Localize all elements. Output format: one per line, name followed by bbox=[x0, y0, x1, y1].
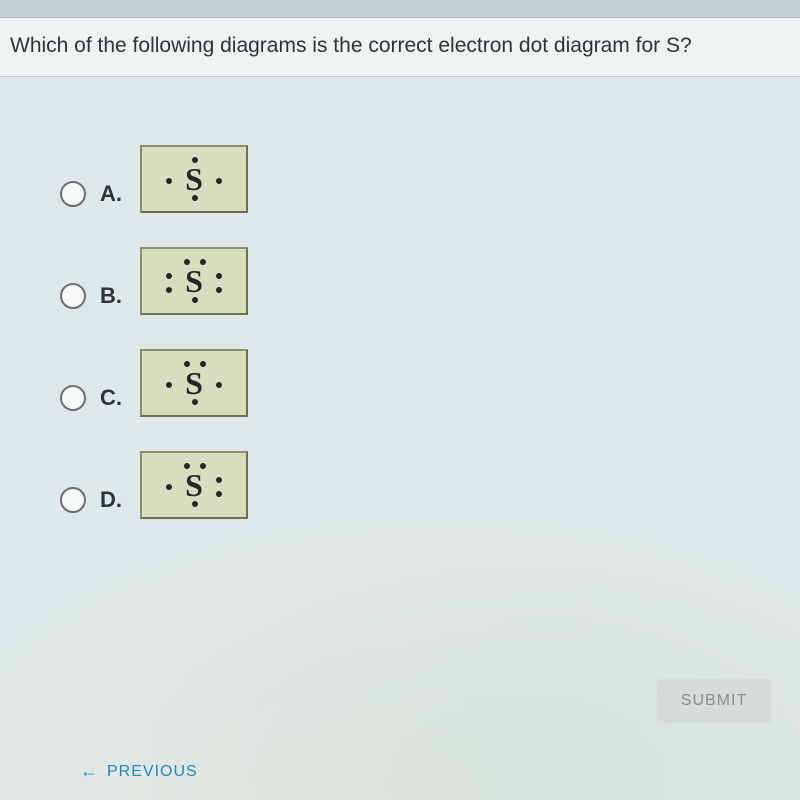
diagram-a: S bbox=[140, 145, 248, 213]
electron-dot bbox=[192, 501, 198, 507]
radio-a[interactable] bbox=[60, 181, 86, 207]
element-symbol: S bbox=[185, 367, 203, 399]
electron-dot bbox=[200, 361, 206, 367]
element-symbol: S bbox=[185, 265, 203, 297]
question-text: Which of the following diagrams is the c… bbox=[0, 18, 800, 77]
diagram-c: S bbox=[140, 349, 248, 417]
electron-dot bbox=[200, 463, 206, 469]
previous-label: PREVIOUS bbox=[107, 763, 198, 781]
electron-dot bbox=[192, 399, 198, 405]
option-d: D. S bbox=[60, 423, 800, 519]
electron-dot bbox=[216, 491, 222, 497]
diagram-d: S bbox=[140, 451, 248, 519]
electron-dot bbox=[184, 259, 190, 265]
electron-dot bbox=[166, 484, 172, 490]
option-label: B. bbox=[100, 283, 126, 309]
window-topbar bbox=[0, 0, 800, 18]
electron-dot bbox=[216, 273, 222, 279]
radio-c[interactable] bbox=[60, 385, 86, 411]
radio-d[interactable] bbox=[60, 487, 86, 513]
electron-dot bbox=[216, 178, 222, 184]
arrow-left-icon: ← bbox=[80, 761, 99, 782]
electron-dot bbox=[200, 259, 206, 265]
radio-b[interactable] bbox=[60, 283, 86, 309]
electron-dot bbox=[184, 361, 190, 367]
answer-list: A. S B. S C. S bbox=[0, 77, 800, 519]
electron-dot bbox=[166, 273, 172, 279]
electron-dot bbox=[166, 178, 172, 184]
electron-dot bbox=[192, 195, 198, 201]
previous-link[interactable]: ← PREVIOUS bbox=[80, 761, 198, 782]
element-symbol: S bbox=[185, 469, 203, 501]
electron-dot bbox=[216, 382, 222, 388]
electron-dot bbox=[192, 297, 198, 303]
electron-dot bbox=[184, 463, 190, 469]
option-label: A. bbox=[100, 181, 126, 207]
electron-dot bbox=[216, 287, 222, 293]
option-b: B. S bbox=[60, 219, 800, 315]
electron-dot bbox=[166, 287, 172, 293]
electron-dot bbox=[166, 382, 172, 388]
element-symbol: S bbox=[185, 163, 203, 195]
submit-button[interactable]: SUBMIT bbox=[658, 680, 770, 722]
option-c: C. S bbox=[60, 321, 800, 417]
diagram-b: S bbox=[140, 247, 248, 315]
option-a: A. S bbox=[60, 117, 800, 213]
option-label: D. bbox=[100, 487, 126, 513]
option-label: C. bbox=[100, 385, 126, 411]
electron-dot bbox=[192, 157, 198, 163]
electron-dot bbox=[216, 477, 222, 483]
